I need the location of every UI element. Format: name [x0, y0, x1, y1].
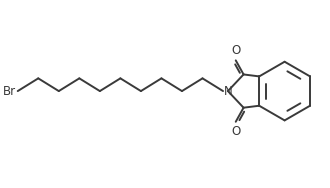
Text: N: N	[223, 85, 232, 98]
Text: Br: Br	[3, 85, 16, 98]
Text: O: O	[231, 125, 240, 138]
Text: O: O	[231, 44, 240, 58]
